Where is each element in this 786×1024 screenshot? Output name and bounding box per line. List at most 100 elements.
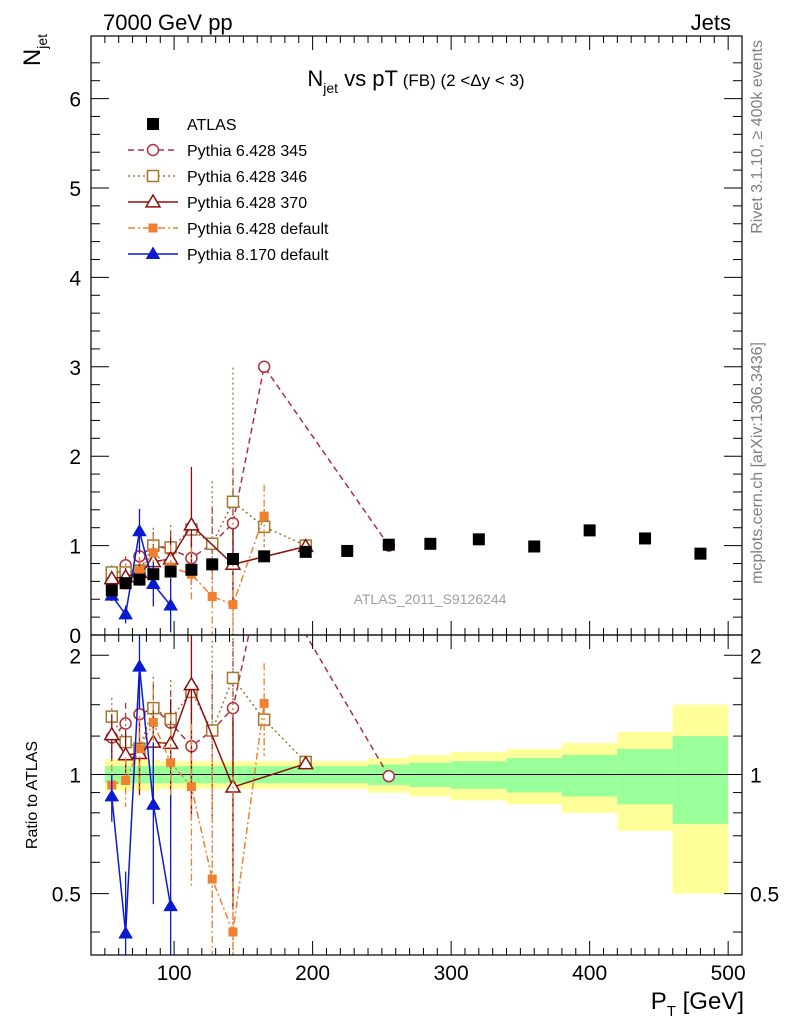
series-marker-2 (183, 516, 200, 531)
header-left: 7000 GeV pp (103, 10, 233, 35)
series-marker-3 (228, 600, 238, 610)
ratio-uncertainty-bands (91, 704, 742, 894)
series-marker-4 (132, 523, 147, 537)
ratio-marker-2 (297, 755, 315, 770)
side-label-top: Rivet 3.1.10, ≥ 400k events (749, 40, 766, 234)
ratio-marker-2 (183, 676, 200, 691)
x-tick-label: 200 (295, 962, 330, 985)
legend-marker (144, 193, 162, 208)
ratio-tick-label-left: 0.5 (52, 884, 81, 907)
x-axis-label-tail: [GeV] (676, 988, 744, 1015)
ratio-marker-4 (104, 788, 120, 802)
main-panel-series (103, 360, 707, 635)
ratio-marker-2 (103, 726, 121, 741)
ratio-tick-label-right: 2 (750, 645, 762, 668)
ratio-marker-0 (382, 769, 396, 783)
ratio-marker-3 (148, 717, 158, 727)
data-marker (382, 538, 395, 551)
ratio-marker-3 (186, 782, 196, 792)
x-axis-label-main: P (651, 988, 667, 1015)
ratio-marker-4 (163, 898, 178, 912)
y-tick-label: 4 (69, 267, 81, 290)
y-axis-label-sub: jet (34, 34, 50, 50)
ratio-marker-3 (121, 775, 131, 785)
legend-marker (148, 223, 158, 233)
title-tail: vs pT (338, 66, 398, 91)
series-marker-4 (118, 606, 133, 620)
x-axis-label-sub: T (667, 1003, 676, 1020)
y-axis-label-main: N (19, 49, 46, 66)
x-tick-label: 100 (157, 962, 192, 985)
ratio-tick-label-left: 1 (69, 764, 81, 787)
ratio-marker-3 (228, 927, 238, 937)
legend-label: Pythia 6.428 370 (187, 195, 307, 212)
y-tick-label: 6 (69, 89, 81, 112)
legend-label: Pythia 6.428 default (187, 221, 329, 238)
y-axis-label: Njet (19, 34, 50, 66)
title-main: N (307, 66, 323, 91)
ratio-panel-series (103, 635, 396, 955)
data-marker (147, 568, 160, 581)
ratio-frame (90, 634, 743, 956)
title-sub: jet (322, 80, 338, 96)
ratio-marker-0 (119, 717, 132, 730)
data-marker (226, 553, 239, 566)
side-label-bottom: mcplots.cern.ch [arXiv:1306.3436] (749, 342, 766, 584)
data-marker (164, 565, 177, 578)
ratio-tick-label-right: 0.5 (750, 884, 779, 907)
series-marker-4 (146, 576, 161, 589)
data-marker (472, 533, 485, 546)
legend: ATLAS Pythia 6.428 345 Pythia 6.428 346 Pyt… (128, 117, 329, 264)
legend-label: Pythia 6.428 345 (187, 143, 307, 160)
legend-marker (147, 118, 159, 130)
ratio-band-inner (451, 761, 507, 789)
ratio-line-1 (111, 676, 307, 763)
chart-title: Njet vs pT (FB) (2 <Δy < 3) (307, 66, 524, 96)
ratio-band-inner (617, 748, 673, 805)
data-marker (119, 577, 132, 590)
header-right: Jets (691, 10, 731, 35)
x-axis-label: PT [GeV] (651, 988, 744, 1020)
y-tick-label: 0 (69, 625, 81, 648)
data-marker (185, 563, 198, 576)
data-marker (639, 532, 652, 545)
series-marker-3 (259, 511, 269, 521)
data-marker (694, 547, 707, 560)
data-marker (424, 537, 437, 550)
ratio-tick-label-left: 2 (69, 645, 81, 668)
series-marker-4 (163, 598, 178, 611)
axes: 100 200 300 400 500 0 1 2 3 4 5 6 0.5 0.5 1 1 2 2 (52, 35, 779, 985)
ratio-marker-3 (166, 758, 176, 768)
ratio-marker-1 (226, 671, 240, 685)
series-marker-1 (226, 495, 240, 509)
data-marker (583, 524, 596, 537)
ratio-band-inner (672, 736, 729, 824)
series-marker-2 (103, 570, 121, 585)
data-marker (299, 545, 312, 558)
ratio-line-3 (111, 703, 265, 935)
series-marker-3 (207, 592, 217, 602)
x-tick-label: 300 (434, 962, 469, 985)
ratio-marker-4 (118, 926, 133, 939)
series-line-0 (111, 364, 390, 581)
legend-label: Pythia 8.170 default (187, 247, 329, 264)
ratio-line-4 (111, 666, 172, 934)
ratio-band-inner (561, 754, 618, 797)
data-marker (133, 573, 146, 586)
y-tick-label: 5 (69, 178, 81, 201)
legend-marker (145, 246, 161, 259)
y-tick-label: 1 (69, 536, 81, 559)
data-marker (206, 558, 219, 571)
legend-label: ATLAS (187, 117, 237, 134)
series-marker-3 (148, 548, 158, 558)
ratio-marker-3 (207, 874, 217, 884)
legend-label: Pythia 6.428 346 (187, 169, 307, 186)
legend-marker (146, 143, 160, 157)
x-tick-label: 400 (572, 962, 607, 985)
series-marker-0 (257, 360, 271, 374)
data-marker (341, 544, 354, 557)
ratio-marker-4 (146, 797, 161, 810)
legend-marker (146, 169, 160, 183)
